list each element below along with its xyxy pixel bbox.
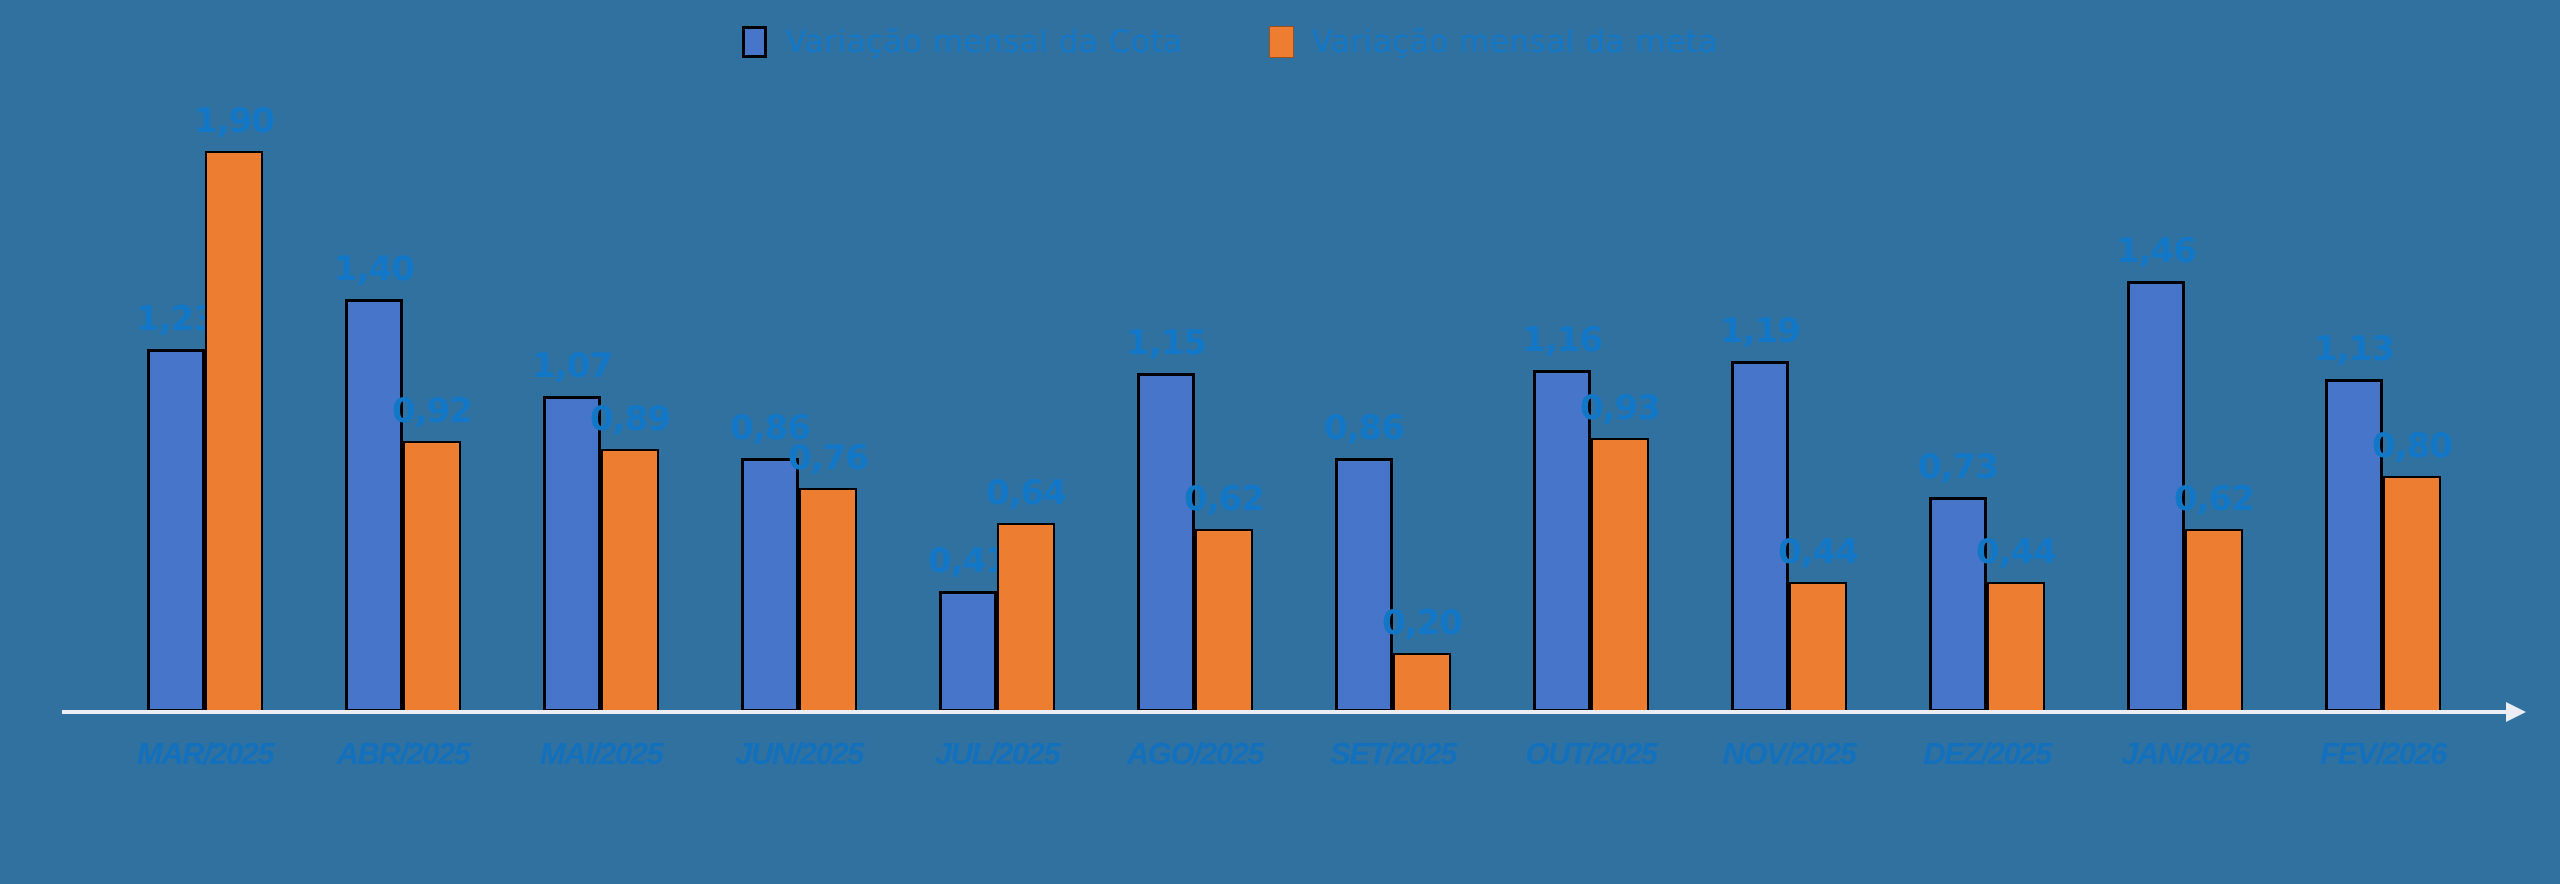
value-label-meta: 0,92 bbox=[392, 391, 473, 431]
value-label-cota: 1,13 bbox=[2314, 329, 2395, 369]
legend-label-cota: Variação mensal da Cota bbox=[785, 24, 1183, 60]
value-label-meta: 0,89 bbox=[590, 399, 671, 439]
bar-meta bbox=[205, 151, 263, 712]
bar-meta bbox=[403, 441, 461, 712]
category-label: DEZ/2025 bbox=[1923, 736, 2052, 771]
category-label: SET/2025 bbox=[1330, 736, 1457, 771]
legend-swatch-cota-icon bbox=[742, 26, 768, 58]
value-label-meta: 1,90 bbox=[194, 101, 275, 141]
bar-meta bbox=[799, 488, 857, 712]
bar-meta bbox=[1987, 582, 2045, 712]
category-label: FEV/2026 bbox=[2320, 736, 2447, 771]
category-label: ABR/2025 bbox=[336, 736, 471, 771]
category-label: MAI/2025 bbox=[539, 736, 664, 771]
bar-meta bbox=[1393, 653, 1451, 712]
value-label-meta: 0,80 bbox=[2372, 426, 2453, 466]
chart-legend: Variação mensal da Cota Variação mensal … bbox=[0, 24, 2460, 60]
bar-meta bbox=[997, 523, 1055, 712]
value-label-cota: 1,07 bbox=[532, 346, 613, 386]
category-label: NOV/2025 bbox=[1722, 736, 1857, 771]
bar-cota bbox=[1335, 458, 1393, 712]
value-label-meta: 0,20 bbox=[1382, 603, 1463, 643]
bar-meta bbox=[2185, 529, 2243, 712]
value-label-meta: 0,76 bbox=[788, 438, 869, 478]
value-label-meta: 0,44 bbox=[1976, 532, 2057, 572]
x-axis-arrow-icon bbox=[2506, 702, 2526, 722]
bar-meta bbox=[1789, 582, 1847, 712]
value-label-cota: 1,19 bbox=[1720, 311, 1801, 351]
value-label-cota: 1,46 bbox=[2116, 231, 2197, 271]
legend-item-meta: Variação mensal da meta bbox=[1268, 24, 1718, 60]
category-label: AGO/2025 bbox=[1126, 736, 1265, 771]
value-label-meta: 0,93 bbox=[1580, 388, 1661, 428]
category-label: MAR/2025 bbox=[136, 736, 275, 771]
value-label-cota: 1,40 bbox=[334, 249, 415, 289]
bar-cota bbox=[1533, 370, 1591, 712]
bar-meta bbox=[1591, 438, 1649, 712]
value-label-meta: 0,62 bbox=[2174, 479, 2255, 519]
bar-cota bbox=[2127, 281, 2185, 712]
value-label-cota: 0,86 bbox=[730, 408, 811, 448]
value-label-cota: 1,23 bbox=[136, 299, 217, 339]
category-label: OUT/2025 bbox=[1525, 736, 1658, 771]
bar-cota bbox=[741, 458, 799, 712]
bar-cota bbox=[2325, 379, 2383, 712]
bar-cota bbox=[939, 591, 997, 712]
bar-cota bbox=[1929, 497, 1987, 712]
bar-cota bbox=[543, 396, 601, 712]
value-label-meta: 0,64 bbox=[986, 473, 1067, 513]
category-label: JUN/2025 bbox=[735, 736, 864, 771]
value-label-cota: 1,16 bbox=[1522, 320, 1603, 360]
x-axis-line bbox=[62, 710, 2508, 714]
value-label-cota: 0,41 bbox=[928, 541, 1009, 581]
value-label-meta: 0,62 bbox=[1184, 479, 1265, 519]
bar-cota bbox=[1137, 373, 1195, 712]
value-label-cota: 0,73 bbox=[1918, 447, 1999, 487]
legend-swatch-meta-icon bbox=[1268, 26, 1294, 58]
value-label-cota: 0,86 bbox=[1324, 408, 1405, 448]
bar-cota bbox=[345, 299, 403, 712]
value-label-meta: 0,44 bbox=[1778, 532, 1859, 572]
value-label-cota: 1,15 bbox=[1126, 323, 1207, 363]
category-label: JUL/2025 bbox=[934, 736, 1061, 771]
bar-meta bbox=[1195, 529, 1253, 712]
legend-item-cota: Variação mensal da Cota bbox=[742, 24, 1182, 60]
legend-label-meta: Variação mensal da meta bbox=[1311, 24, 1718, 60]
bar-meta bbox=[601, 449, 659, 712]
bar-meta bbox=[2383, 476, 2441, 712]
category-label: JAN/2026 bbox=[2121, 736, 2250, 771]
bar-cota bbox=[147, 349, 205, 712]
